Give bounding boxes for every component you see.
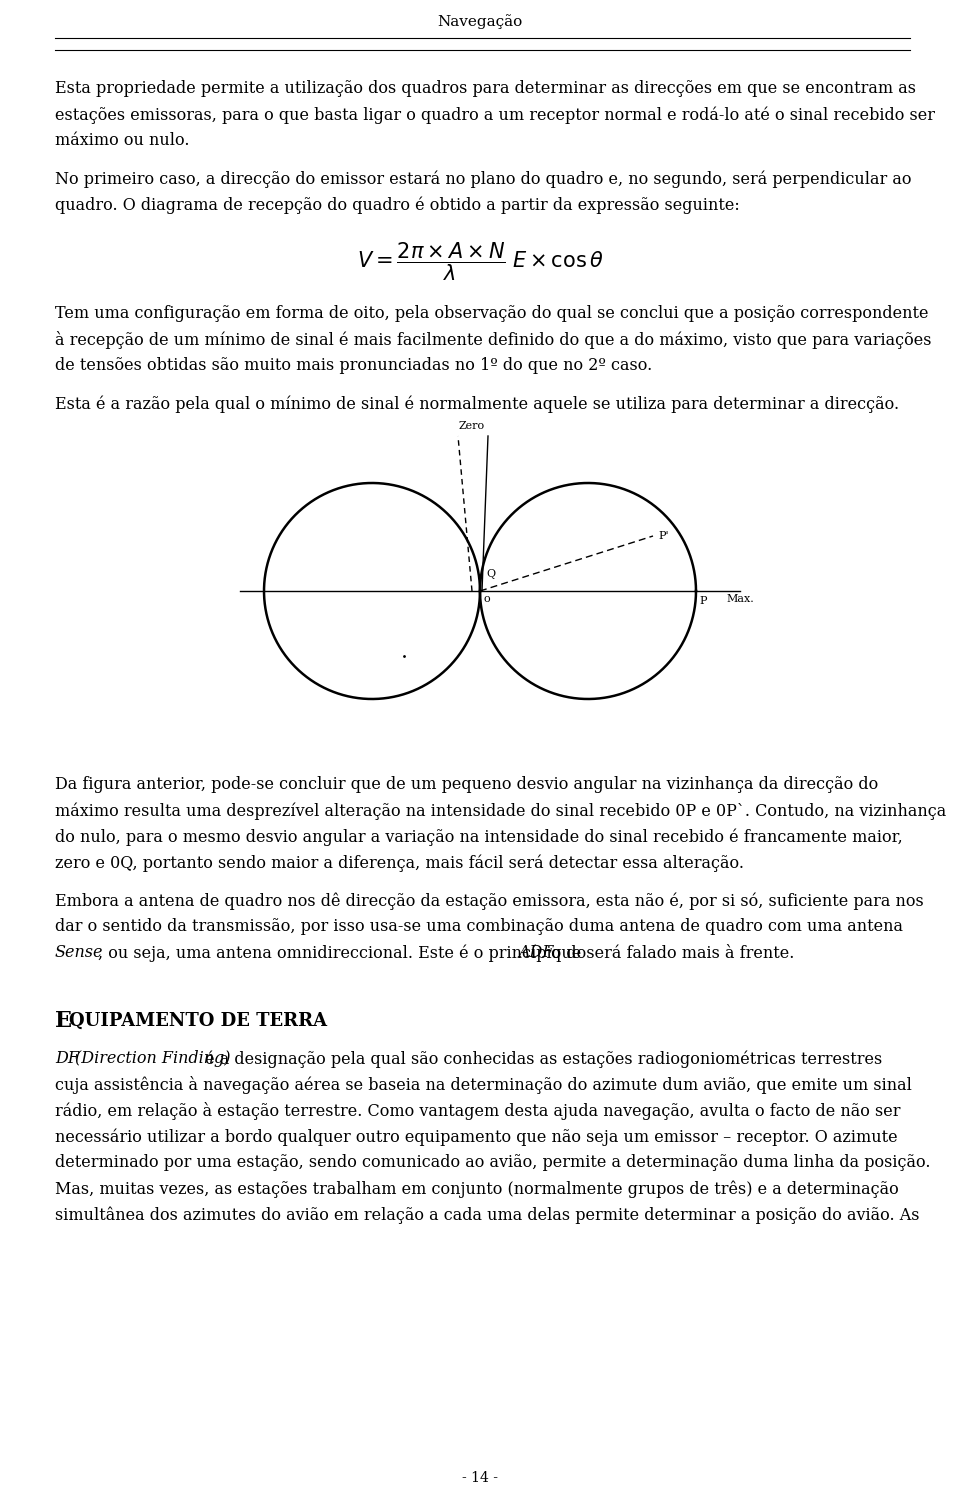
Text: Max.: Max. [726,593,754,604]
Text: (Direction Finding): (Direction Finding) [75,1050,230,1066]
Text: No primeiro caso, a direcção do emissor estará no plano do quadro e, no segundo,: No primeiro caso, a direcção do emissor … [55,170,911,188]
Text: cuja assistência à navegação aérea se baseia na determinação do azimute dum aviã: cuja assistência à navegação aérea se ba… [55,1075,912,1093]
Text: máximo resulta uma desprezível alteração na intensidade do sinal recebido 0P e 0: máximo resulta uma desprezível alteração… [55,803,947,819]
Text: Zero: Zero [459,422,485,431]
Text: Esta propriedade permite a utilização dos quadros para determinar as direcções e: Esta propriedade permite a utilização do… [55,80,916,96]
Text: à recepção de um mínimo de sinal é mais facilmente definido do que a do máximo, : à recepção de um mínimo de sinal é mais … [55,331,931,349]
Text: de tensões obtidas são muito mais pronunciadas no 1º do que no 2º caso.: de tensões obtidas são muito mais pronun… [55,357,652,373]
Text: simultânea dos azimutes do avião em relação a cada uma delas permite determinar : simultânea dos azimutes do avião em rela… [55,1206,920,1223]
Text: Sense: Sense [55,944,104,961]
Text: necessário utilizar a bordo qualquer outro equipamento que não seja um emissor –: necessário utilizar a bordo qualquer out… [55,1128,898,1146]
Text: QUIPAMENTO DE TERRA: QUIPAMENTO DE TERRA [69,1012,327,1030]
Text: P': P' [658,532,668,541]
Text: Mas, muitas vezes, as estações trabalham em conjunto (normalmente grupos de três: Mas, muitas vezes, as estações trabalham… [55,1181,899,1197]
Text: - 14 -: - 14 - [462,1471,498,1485]
Text: dar o sentido da transmissão, por isso usa-se uma combinação duma antena de quad: dar o sentido da transmissão, por isso u… [55,919,903,935]
Text: $V = \dfrac{2\pi \times A \times N}{\lambda}\; E\times\cos\theta$: $V = \dfrac{2\pi \times A \times N}{\lam… [356,241,604,283]
Text: do nulo, para o mesmo desvio angular a variação na intensidade do sinal recebido: do nulo, para o mesmo desvio angular a v… [55,828,902,845]
Text: é a designação pela qual são conhecidas as estações radiogoniométricas terrestre: é a designação pela qual são conhecidas … [200,1050,882,1068]
Text: estações emissoras, para o que basta ligar o quadro a um receptor normal e rodá-: estações emissoras, para o que basta lig… [55,105,935,123]
Text: que será falado mais à frente.: que será falado mais à frente. [546,944,794,962]
Text: Q: Q [486,569,495,578]
Text: quadro. O diagrama de recepção do quadro é obtido a partir da expressão seguinte: quadro. O diagrama de recepção do quadro… [55,196,740,214]
Text: Navegação: Navegação [438,15,522,30]
Text: DF: DF [55,1050,84,1066]
Text: ADF: ADF [518,944,554,961]
Text: E: E [55,1011,72,1032]
Text: determinado por uma estação, sendo comunicado ao avião, permite a determinação d: determinado por uma estação, sendo comun… [55,1154,930,1172]
Text: máximo ou nulo.: máximo ou nulo. [55,133,189,149]
Text: zero e 0Q, portanto sendo maior a diferença, mais fácil será detectar essa alter: zero e 0Q, portanto sendo maior a difere… [55,854,744,872]
Text: rádio, em relação à estação terrestre. Como vantagem desta ajuda navegação, avul: rádio, em relação à estação terrestre. C… [55,1102,900,1120]
Text: o: o [483,593,490,604]
Text: P: P [699,596,707,605]
Text: Tem uma configuração em forma de oito, pela observação do qual se conclui que a : Tem uma configuração em forma de oito, p… [55,306,928,322]
Text: Da figura anterior, pode-se concluir que de um pequeno desvio angular na vizinha: Da figura anterior, pode-se concluir que… [55,776,878,794]
Text: , ou seja, uma antena omnidireccional. Este é o princípio do: , ou seja, uma antena omnidireccional. E… [98,944,591,961]
Text: Esta é a razão pela qual o mínimo de sinal é normalmente aquele se utiliza para : Esta é a razão pela qual o mínimo de sin… [55,395,900,413]
Text: Embora a antena de quadro nos dê direcção da estação emissora, esta não é, por s: Embora a antena de quadro nos dê direcçã… [55,892,924,910]
